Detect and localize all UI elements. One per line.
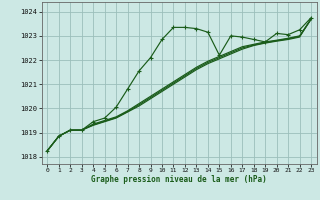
X-axis label: Graphe pression niveau de la mer (hPa): Graphe pression niveau de la mer (hPa)	[91, 175, 267, 184]
